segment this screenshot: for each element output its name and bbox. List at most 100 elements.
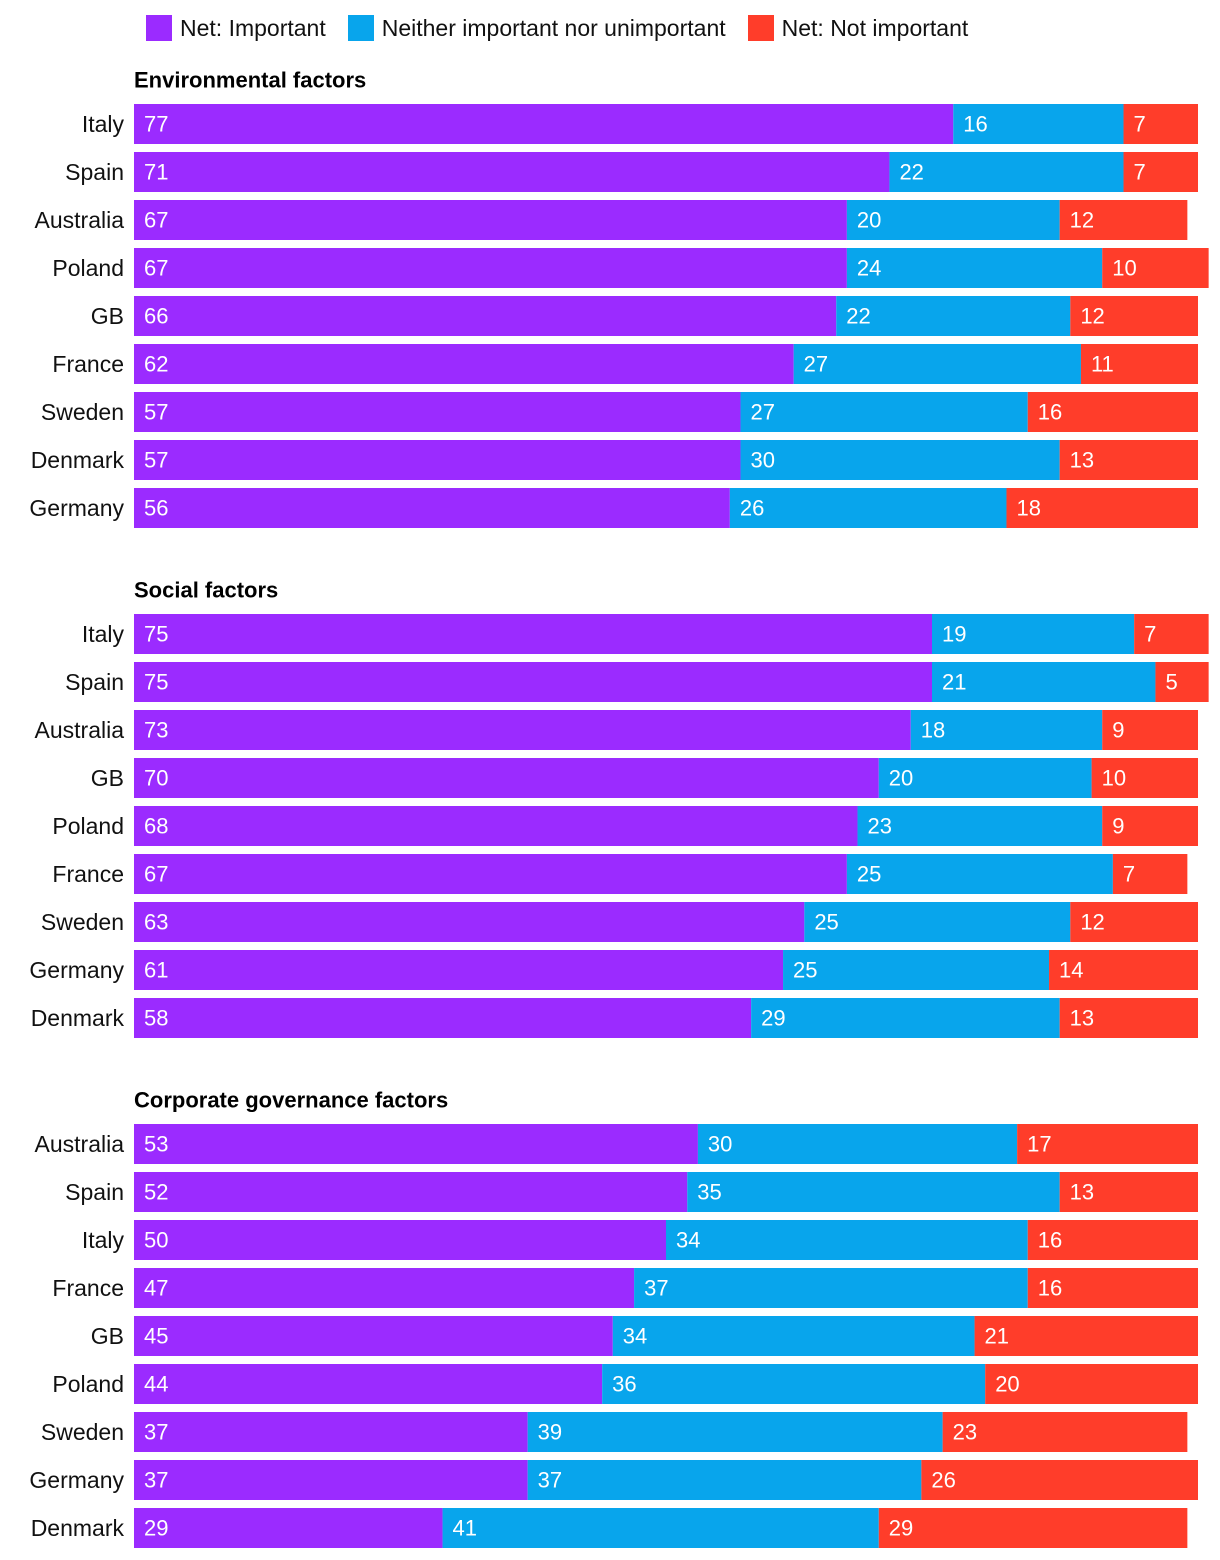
- data-label: 29: [144, 1516, 168, 1541]
- bar-segment-neither: [932, 662, 1156, 702]
- data-label: 26: [740, 496, 764, 521]
- category-label: Australia: [35, 717, 125, 743]
- bar-segment-neither: [793, 344, 1081, 384]
- data-label: 12: [1070, 208, 1094, 233]
- data-label: 25: [814, 910, 838, 935]
- bar-segment-not-important: [1134, 614, 1209, 654]
- data-label: 35: [697, 1180, 721, 1205]
- bar-row: Spain 52 35 13: [65, 1172, 1198, 1212]
- bar-segment-not-important: [1059, 1172, 1198, 1212]
- bar-segment-not-important: [1059, 440, 1198, 480]
- bar-segment-important: [134, 1364, 603, 1404]
- bar-segment-not-important: [1017, 1124, 1198, 1164]
- bar-segment-important: [134, 806, 858, 846]
- data-label: 57: [144, 448, 168, 473]
- bar-segment-important: [134, 1316, 613, 1356]
- data-label: 20: [889, 766, 913, 791]
- bar-segment-not-important: [942, 1412, 1188, 1452]
- bar-segment-not-important: [1049, 950, 1198, 990]
- bar-segment-neither: [697, 1124, 1018, 1164]
- bar-row: Poland 67 24 10: [52, 248, 1209, 288]
- bar-segment-important: [134, 710, 911, 750]
- data-label: 23: [868, 814, 892, 839]
- category-label: Poland: [52, 813, 124, 839]
- bar-segment-neither: [910, 710, 1103, 750]
- legend-item-neither: Neither important nor unimportant: [347, 14, 726, 42]
- bar-segment-neither: [889, 152, 1124, 192]
- data-label: 25: [793, 958, 817, 983]
- data-label: 37: [644, 1276, 668, 1301]
- data-label: 66: [144, 304, 168, 329]
- bar-row: Poland 68 23 9: [52, 806, 1198, 846]
- legend: Net: Important Neither important nor uni…: [146, 10, 990, 46]
- bar-segment-not-important: [1006, 488, 1198, 528]
- data-label: 10: [1102, 766, 1126, 791]
- data-label: 16: [1038, 400, 1062, 425]
- data-label: 26: [931, 1468, 955, 1493]
- bar-segment-important: [134, 854, 847, 894]
- data-label: 21: [985, 1324, 1009, 1349]
- bar-row: Spain 75 21 5: [65, 662, 1209, 702]
- bar-segment-neither: [846, 248, 1103, 288]
- category-label: Spain: [65, 669, 124, 695]
- data-label: 16: [1038, 1228, 1062, 1253]
- data-label: 10: [1112, 256, 1136, 281]
- data-label: 75: [144, 670, 168, 695]
- category-label: Sweden: [41, 909, 124, 935]
- category-label: France: [52, 861, 124, 887]
- data-label: 9: [1112, 718, 1124, 743]
- data-label: 9: [1112, 814, 1124, 839]
- bar-row: Australia 67 20 12: [35, 200, 1188, 240]
- category-label: Denmark: [31, 1005, 125, 1031]
- bar-row: France 47 37 16: [52, 1268, 1198, 1308]
- bar-row: Australia 73 18 9: [35, 710, 1198, 750]
- data-label: 7: [1134, 112, 1146, 137]
- bar-segment-neither: [634, 1268, 1028, 1308]
- bar-segment-important: [134, 392, 741, 432]
- bar-segment-important: [134, 1268, 635, 1308]
- category-label: Germany: [29, 1467, 124, 1493]
- data-label: 17: [1027, 1132, 1051, 1157]
- bar-segment-neither: [740, 440, 1060, 480]
- data-label: 67: [144, 208, 168, 233]
- legend-item-important: Net: Important: [146, 15, 326, 42]
- data-label: 73: [144, 718, 168, 743]
- data-label: 12: [1080, 910, 1104, 935]
- bar-segment-neither: [612, 1316, 975, 1356]
- legend-swatch-not-important: [747, 15, 774, 41]
- bar-segment-important: [134, 1220, 666, 1260]
- bar-segment-neither: [442, 1508, 879, 1548]
- category-label: Spain: [65, 159, 124, 185]
- data-label: 20: [857, 208, 881, 233]
- data-label: 62: [144, 352, 168, 377]
- bar-segment-neither: [527, 1412, 943, 1452]
- data-label: 63: [144, 910, 168, 935]
- bar-segment-not-important: [1091, 758, 1198, 798]
- bar-segment-important: [134, 1172, 688, 1212]
- category-label: Poland: [52, 255, 124, 281]
- data-label: 37: [144, 1420, 168, 1445]
- bar-segment-neither: [878, 758, 1092, 798]
- data-label: 24: [857, 256, 881, 281]
- data-label: 7: [1123, 862, 1135, 887]
- data-label: 18: [1016, 496, 1040, 521]
- bar-segment-neither: [666, 1220, 1028, 1260]
- legend-label-neither: Neither important nor unimportant: [381, 14, 726, 41]
- bar-segment-neither: [953, 104, 1124, 144]
- data-label: 30: [750, 448, 774, 473]
- category-label: Germany: [29, 495, 124, 521]
- bar-segment-not-important: [985, 1364, 1198, 1404]
- bar-segment-not-important: [1102, 710, 1198, 750]
- category-label: Germany: [29, 957, 124, 983]
- bar-row: Italy 77 16 7: [82, 104, 1198, 144]
- data-label: 29: [889, 1516, 913, 1541]
- bar-segment-neither: [846, 200, 1060, 240]
- bar-segment-important: [134, 248, 847, 288]
- bar-row: Germany 37 37 26: [29, 1460, 1198, 1500]
- bar-segment-important: [134, 1412, 528, 1452]
- category-label: Poland: [52, 1371, 124, 1397]
- bar-segment-important: [134, 902, 805, 942]
- bar-segment-neither: [932, 614, 1135, 654]
- chart-panel-2: Social factors Italy 75 19 7 Spain 75 21 5 Austra…: [29, 578, 1209, 1038]
- data-label: 77: [144, 112, 168, 137]
